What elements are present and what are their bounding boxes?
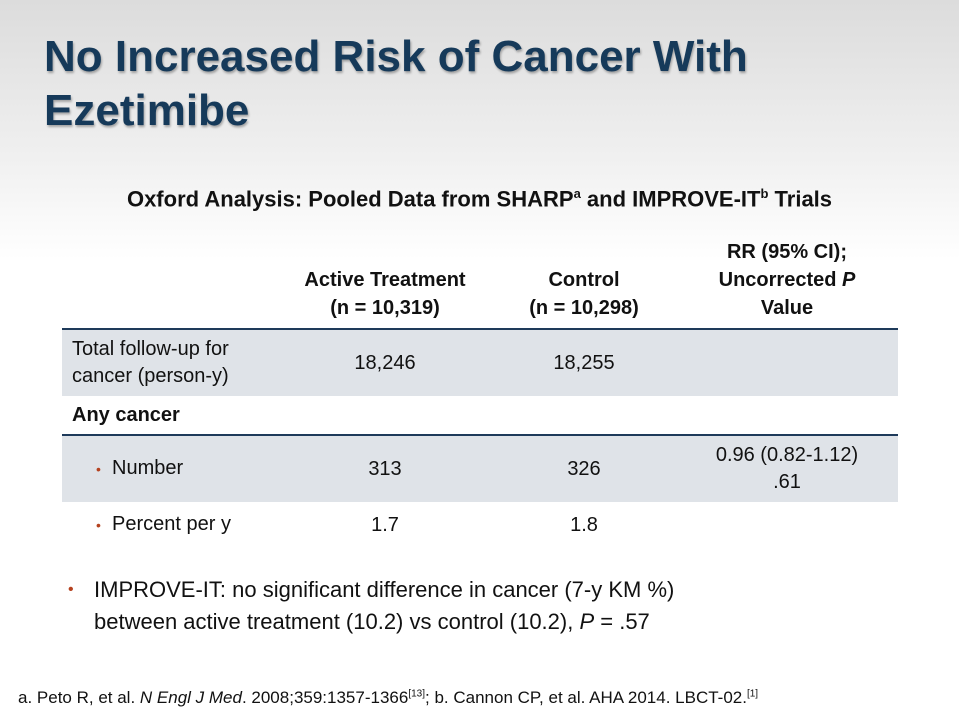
any-cancer-label: Any cancer bbox=[62, 396, 278, 436]
note-line2-p: P bbox=[579, 609, 595, 634]
number-label: Number bbox=[112, 457, 184, 479]
ref-b: ; b. Cannon CP, et al. AHA 2014. LBCT-02… bbox=[425, 688, 747, 707]
ref-b-citation: [1] bbox=[746, 688, 759, 700]
percent-rr bbox=[676, 502, 898, 548]
number-control: 326 bbox=[492, 435, 676, 502]
number-bullet: • bbox=[96, 461, 101, 477]
subtitle-sup-b: b bbox=[760, 186, 769, 201]
table-row-any-cancer: Any cancer bbox=[62, 396, 898, 436]
percent-active: 1.7 bbox=[371, 513, 399, 536]
number-label-cell: • Number bbox=[62, 435, 278, 502]
ref-a-citation: [13] bbox=[408, 688, 426, 700]
references-footer: a. Peto R, et al. N Engl J Med. 2008;359… bbox=[18, 688, 948, 708]
header-rr-line2: Uncorrected bbox=[718, 269, 843, 291]
table-row-number: • Number 313 326 0.96 (0.82-1.12) .61 bbox=[62, 435, 898, 502]
table-subtitle: Oxford Analysis: Pooled Data from SHARPa… bbox=[0, 186, 959, 212]
header-rr-p: P bbox=[842, 269, 856, 291]
header-rr-line3: Value bbox=[760, 297, 814, 319]
note-line2-post: = .57 bbox=[594, 609, 650, 634]
slide-title: No Increased Risk of Cancer With Ezetimi… bbox=[44, 32, 748, 135]
note-line1: IMPROVE-IT: no significant difference in… bbox=[94, 577, 675, 602]
header-control-line2: (n = 10,298) bbox=[529, 297, 639, 319]
note-line2: between active treatment (10.2) vs contr… bbox=[94, 606, 888, 638]
number-rr: 0.96 (0.82-1.12) .61 bbox=[676, 435, 898, 502]
number-rr-line2: .61 bbox=[773, 471, 801, 493]
header-control-line1: Control bbox=[548, 269, 620, 291]
header-control: Control (n = 10,298) bbox=[492, 238, 676, 330]
table-row-followup: Total follow-up for cancer (person-y) 18,… bbox=[62, 329, 898, 396]
header-empty bbox=[62, 238, 278, 330]
header-rr: RR (95% CI); Uncorrected P Value bbox=[676, 238, 898, 330]
header-active: Active Treatment (n = 10,319) bbox=[278, 238, 492, 330]
number-active: 313 bbox=[278, 435, 492, 502]
header-rr-line1: RR (95% CI); bbox=[726, 241, 847, 263]
header-active-line1: Active Treatment bbox=[304, 269, 466, 291]
results-table: Active Treatment (n = 10,319) Control (n =… bbox=[62, 238, 898, 548]
number-rr-line1: 0.96 (0.82-1.12) bbox=[715, 444, 859, 466]
percent-label: Percent per y bbox=[112, 513, 231, 535]
percent-label-cell: • Percent per y bbox=[62, 502, 278, 548]
ref-a-pre: a. Peto R, et al. bbox=[18, 688, 140, 707]
followup-label-line1: Total follow-up for bbox=[72, 338, 229, 360]
table-header-row: Active Treatment (n = 10,319) Control (n =… bbox=[62, 238, 898, 330]
any-cancer-active bbox=[278, 396, 492, 436]
followup-rr bbox=[676, 329, 898, 396]
followup-control: 18,255 bbox=[492, 329, 676, 396]
percent-control: 1.8 bbox=[570, 513, 598, 536]
improve-it-note: • IMPROVE-IT: no significant difference … bbox=[68, 574, 888, 638]
percent-bullet: • bbox=[96, 517, 101, 533]
ref-a-post: . 2008;359:1357-1366 bbox=[241, 688, 409, 707]
note-bullet: • bbox=[68, 581, 74, 598]
ref-a-journal: N Engl J Med bbox=[139, 688, 242, 707]
followup-active: 18,246 bbox=[278, 329, 492, 396]
note-line2-pre: between active treatment (10.2) vs contr… bbox=[94, 609, 580, 634]
subtitle-sup-a: a bbox=[573, 186, 581, 201]
followup-label: Total follow-up for cancer (person-y) bbox=[62, 329, 278, 396]
any-cancer-control bbox=[492, 396, 676, 436]
subtitle-part3: Trials bbox=[768, 186, 833, 212]
subtitle-part1: Oxford Analysis: Pooled Data from SHARP bbox=[126, 186, 574, 212]
followup-label-line2: cancer (person-y) bbox=[72, 365, 229, 387]
subtitle-part2: and IMPROVE-IT bbox=[580, 186, 761, 212]
table-row-percent: • Percent per y 1.7 1.8 bbox=[62, 502, 898, 548]
header-active-line2: (n = 10,319) bbox=[330, 297, 440, 319]
any-cancer-rr bbox=[676, 396, 898, 436]
